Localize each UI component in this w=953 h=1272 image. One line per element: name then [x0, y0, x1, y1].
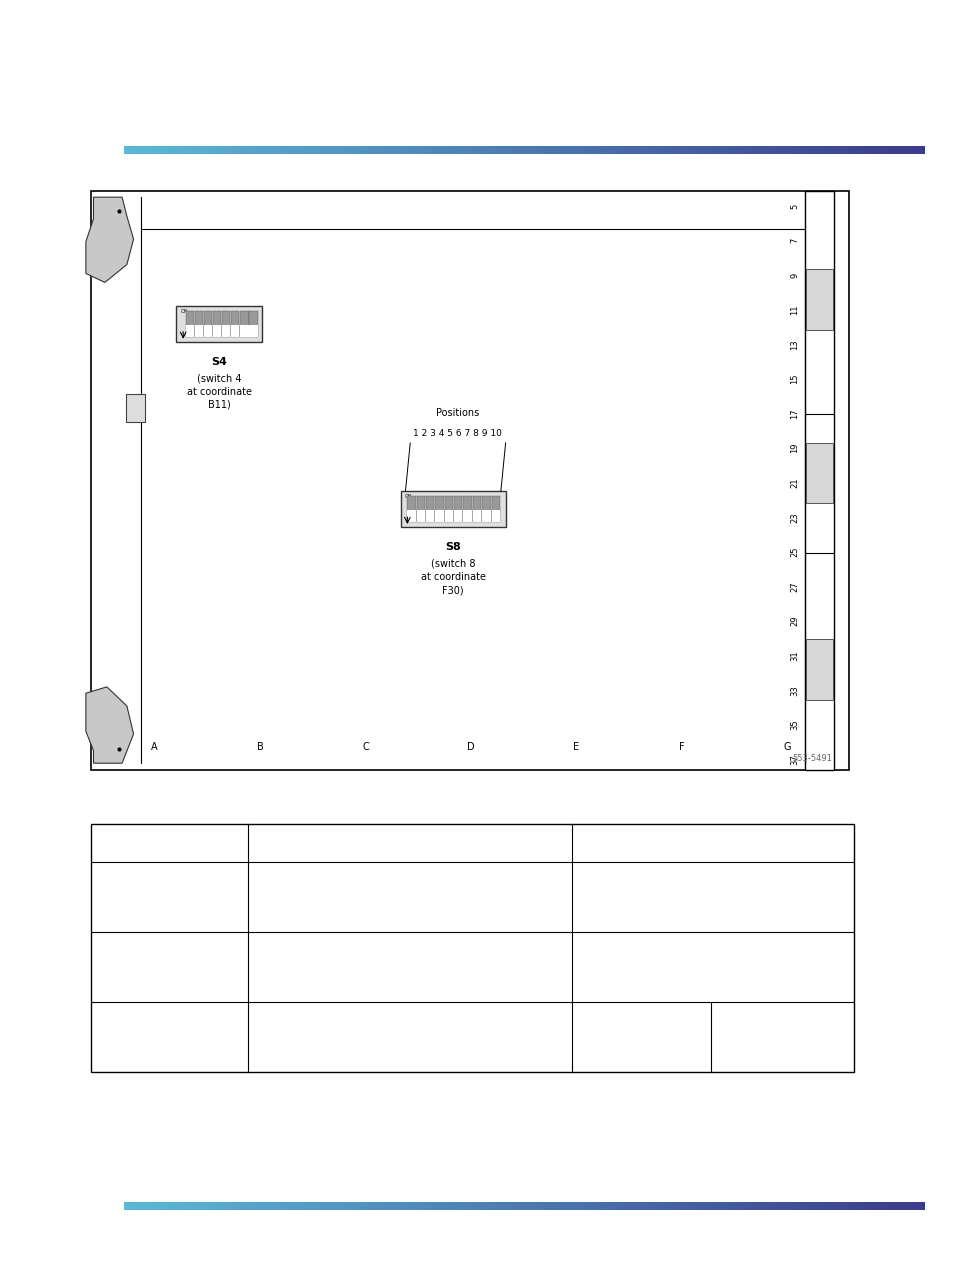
Bar: [126, 394, 145, 422]
Bar: [426, 496, 434, 522]
Polygon shape: [86, 197, 133, 282]
Text: Positions: Positions: [436, 407, 479, 417]
Text: G: G: [782, 742, 790, 752]
Bar: [444, 496, 453, 522]
Polygon shape: [86, 687, 133, 763]
Bar: [435, 496, 443, 522]
Bar: [805, 640, 832, 700]
Text: (switch 8
at coordinate
F30): (switch 8 at coordinate F30): [420, 558, 485, 595]
Bar: [481, 496, 490, 522]
Bar: [416, 510, 425, 522]
Text: A: A: [152, 742, 157, 752]
Text: S8: S8: [445, 542, 460, 552]
Bar: [491, 510, 499, 522]
Text: 1 2 3 4 5 6 7 8 9 10: 1 2 3 4 5 6 7 8 9 10: [413, 429, 502, 438]
Text: 17: 17: [789, 408, 799, 418]
Bar: [222, 312, 231, 337]
Bar: [426, 510, 434, 522]
Bar: [240, 312, 248, 337]
Bar: [213, 312, 221, 337]
Text: C: C: [361, 742, 369, 752]
Bar: [194, 312, 203, 337]
Text: 21: 21: [789, 477, 799, 488]
Text: (switch 4
at coordinate
B11): (switch 4 at coordinate B11): [187, 374, 252, 410]
Bar: [91, 191, 848, 770]
Text: 11: 11: [789, 304, 799, 315]
Bar: [435, 510, 443, 522]
Bar: [416, 496, 425, 522]
Bar: [204, 312, 212, 337]
Bar: [250, 326, 257, 337]
Text: 13: 13: [789, 340, 799, 350]
Bar: [204, 326, 212, 337]
Text: 5: 5: [789, 204, 799, 209]
Bar: [231, 312, 239, 337]
Bar: [176, 307, 262, 342]
Text: 553-5491: 553-5491: [791, 754, 831, 763]
Text: ON: ON: [404, 494, 412, 499]
Bar: [454, 510, 462, 522]
Text: 31: 31: [789, 650, 799, 661]
Bar: [222, 326, 231, 337]
Text: F: F: [679, 742, 683, 752]
Text: E: E: [573, 742, 578, 752]
Text: 33: 33: [789, 684, 799, 696]
Bar: [240, 326, 248, 337]
Bar: [400, 491, 505, 527]
Bar: [213, 326, 221, 337]
Text: S4: S4: [212, 357, 227, 368]
Text: 27: 27: [789, 581, 799, 591]
Text: 15: 15: [789, 374, 799, 384]
Text: B: B: [256, 742, 263, 752]
Bar: [473, 510, 480, 522]
Bar: [491, 496, 499, 522]
Bar: [444, 510, 453, 522]
Text: 25: 25: [789, 547, 799, 557]
Text: ON: ON: [180, 309, 188, 314]
Text: D: D: [467, 742, 474, 752]
Bar: [231, 326, 239, 337]
Bar: [463, 496, 472, 522]
Bar: [407, 510, 416, 522]
Bar: [407, 496, 416, 522]
Bar: [454, 496, 462, 522]
Text: 7: 7: [789, 238, 799, 243]
Text: 37: 37: [789, 754, 799, 764]
Text: 23: 23: [789, 513, 799, 523]
Text: 29: 29: [789, 616, 799, 626]
Bar: [805, 443, 832, 504]
Bar: [473, 496, 480, 522]
Bar: [481, 510, 490, 522]
Bar: [250, 312, 257, 337]
Bar: [186, 312, 194, 337]
Bar: [805, 268, 832, 329]
Bar: [804, 191, 833, 770]
Bar: [463, 510, 472, 522]
Text: 9: 9: [789, 272, 799, 277]
Bar: [91, 824, 853, 1072]
Text: 35: 35: [789, 720, 799, 730]
Bar: [186, 326, 194, 337]
Bar: [194, 326, 203, 337]
Text: 19: 19: [789, 443, 799, 453]
